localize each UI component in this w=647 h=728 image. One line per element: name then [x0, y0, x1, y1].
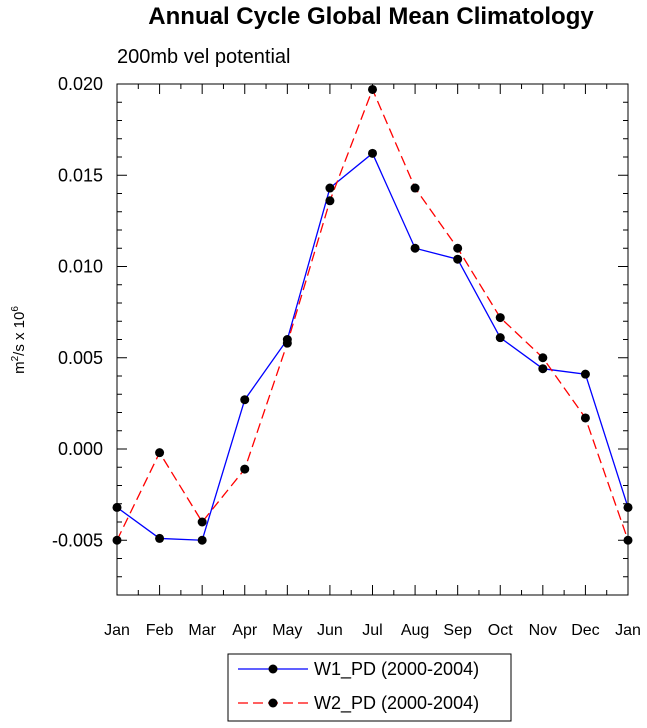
legend-label-1: W1_PD (2000-2004)	[314, 659, 479, 680]
legend-marker-2	[268, 698, 278, 708]
x-tick-label: Dec	[571, 622, 599, 639]
series-2-point	[580, 413, 590, 423]
series-line-1	[116, 152, 629, 541]
series-2-point	[410, 183, 420, 193]
series-1-point	[410, 243, 420, 253]
x-tick-label: Jun	[317, 622, 343, 639]
series-2-point	[325, 196, 335, 206]
x-tick-label: Jul	[362, 622, 382, 639]
y-tick-label: 0.020	[58, 74, 103, 94]
plot-frame	[116, 83, 629, 596]
x-tick-label: Oct	[488, 622, 513, 639]
x-tick-label: Aug	[401, 622, 429, 639]
series-2-point	[197, 517, 207, 527]
series-1-point	[155, 533, 165, 543]
series-1-point	[623, 502, 633, 512]
series-2-point	[240, 464, 250, 474]
legend: W1_PD (2000-2004) W2_PD (2000-2004)	[227, 653, 512, 722]
series-2-point	[368, 84, 377, 94]
y-tick-label: 0.015	[58, 165, 103, 185]
series-2-point	[282, 338, 292, 348]
legend-label-2: W2_PD (2000-2004)	[314, 693, 479, 714]
legend-box	[227, 653, 512, 722]
series-1-point	[538, 364, 548, 374]
x-tick-label: Jan	[104, 622, 130, 639]
y-tick-label: -0.005	[52, 530, 103, 550]
series-1-point	[325, 183, 335, 193]
series-2-point	[495, 313, 505, 323]
chart-subtitle: 200mb vel potential	[117, 46, 290, 68]
series-1-point	[368, 148, 377, 158]
series-2-point	[155, 448, 165, 458]
x-tick-label: Sep	[443, 622, 472, 639]
x-tick-label: May	[272, 622, 302, 639]
series-1-point	[580, 369, 590, 379]
ylabel-mid: /s x 10	[11, 312, 28, 356]
y-tick-label: 0.005	[58, 348, 103, 368]
series-2-point	[453, 243, 463, 253]
y-tick-label: 0.000	[58, 439, 103, 459]
series-2-point	[112, 535, 122, 545]
series-1-point	[495, 333, 505, 343]
series-layer	[112, 84, 633, 545]
x-tick-label: Feb	[146, 622, 174, 639]
series-1-point	[197, 535, 207, 545]
y-axis-ticks: -0.005 0.000 0.005 0.010 0.015 0.020	[52, 74, 628, 596]
legend-marker-1	[268, 664, 278, 674]
series-1-point	[240, 395, 250, 405]
series-1-point	[112, 502, 122, 512]
series-2-point	[538, 353, 548, 363]
x-tick-label: Nov	[529, 622, 557, 639]
x-axis-ticks: Jan Feb Mar Apr May Jun Jul Aug Sep Oct Nov Dec Jan	[104, 84, 641, 639]
x-tick-label: Apr	[232, 622, 258, 639]
series-1-point	[453, 254, 463, 264]
ylabel-base: m	[11, 361, 28, 374]
x-tick-label: Mar	[188, 622, 216, 639]
y-axis-label: m2/s x 106	[10, 306, 28, 374]
ylabel-exp2: 6	[10, 306, 21, 312]
ylabel-exp1: 2	[10, 355, 21, 361]
chart-title: Annual Cycle Global Mean Climatology	[148, 3, 594, 30]
y-tick-label: 0.010	[58, 257, 103, 277]
x-tick-label: Jan	[615, 622, 641, 639]
series-2-point	[623, 535, 633, 545]
